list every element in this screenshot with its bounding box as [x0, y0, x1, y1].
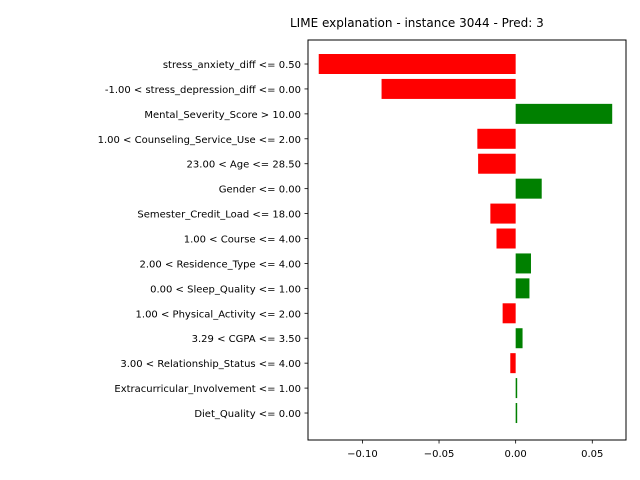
bar-2: [515, 103, 613, 124]
axes-frame: [307, 39, 627, 441]
bar-4: [478, 153, 516, 174]
x-ticks: −0.10 −0.05 0.00 0.05: [347, 440, 603, 460]
bar-13: [515, 378, 518, 399]
x-tick-label-1: −0.05: [424, 449, 455, 460]
category-label-10: 1.00 < Physical_Activity <= 2.00: [136, 309, 301, 320]
category-labels: stress_anxiety_diff <= 0.50 -1.00 < stres…: [98, 60, 308, 420]
x-tick-label-3: 0.05: [581, 449, 603, 460]
category-label-11: 3.29 < CGPA <= 3.50: [192, 334, 301, 345]
category-label-2: Mental_Severity_Score > 10.00: [144, 110, 301, 121]
bar-1: [381, 78, 516, 99]
bar-3: [477, 128, 516, 149]
category-label-5: Gender <= 0.00: [219, 185, 301, 196]
category-label-7: 1.00 < Course <= 4.00: [184, 235, 301, 246]
category-label-6: Semester_Credit_Load <= 18.00: [137, 210, 301, 221]
category-label-4: 23.00 < Age <= 28.50: [187, 160, 301, 171]
category-label-12: 3.00 < Relationship_Status <= 4.00: [120, 359, 301, 370]
chart-title: LIME explanation - instance 3044 - Pred:…: [290, 16, 544, 30]
category-label-13: Extracurricular_Involvement <= 1.00: [114, 384, 301, 395]
category-label-1: -1.00 < stress_depression_diff <= 0.00: [105, 85, 301, 96]
bar-0: [318, 54, 516, 74]
bar-10: [502, 303, 516, 324]
category-label-0: stress_anxiety_diff <= 0.50: [163, 60, 301, 71]
bar-14: [515, 403, 518, 424]
category-label-3: 1.00 < Counseling_Service_Use <= 2.00: [98, 135, 301, 146]
category-label-14: Diet_Quality <= 0.00: [194, 409, 301, 420]
category-label-9: 0.00 < Sleep_Quality <= 1.00: [150, 284, 301, 295]
x-tick-label-0: −0.10: [347, 449, 378, 460]
bars-group: [318, 54, 613, 424]
bar-11: [515, 328, 523, 349]
bar-8: [515, 253, 531, 274]
bar-5: [515, 178, 542, 199]
bar-12: [510, 353, 516, 374]
bar-7: [496, 228, 516, 249]
bar-9: [515, 278, 530, 299]
x-tick-label-2: 0.00: [505, 449, 527, 460]
bar-6: [490, 203, 516, 224]
category-label-8: 2.00 < Residence_Type <= 4.00: [140, 259, 301, 270]
